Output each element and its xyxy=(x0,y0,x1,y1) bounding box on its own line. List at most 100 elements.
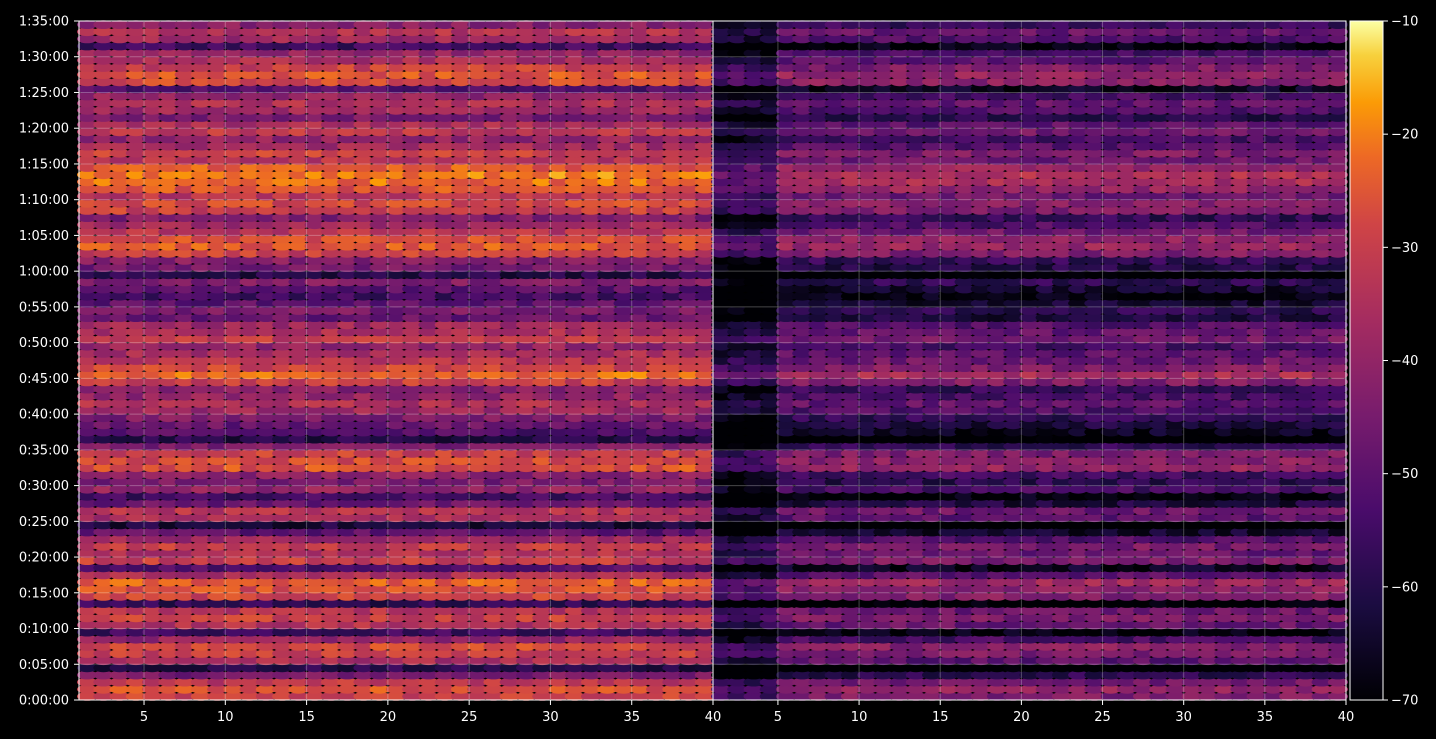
heatmap-cell xyxy=(77,334,98,344)
heatmap-cell xyxy=(239,134,260,144)
heatmap-cell xyxy=(125,670,146,680)
heatmap-cell xyxy=(93,370,114,380)
heatmap-cell xyxy=(239,170,260,180)
heatmap-cell xyxy=(564,313,585,322)
heatmap-cell xyxy=(320,227,342,237)
heatmap-cell xyxy=(597,334,618,344)
heatmap-cell xyxy=(402,549,423,558)
heatmap-cell xyxy=(629,520,650,530)
heatmap-cell xyxy=(337,277,358,287)
heatmap-cell xyxy=(320,263,342,272)
heatmap-cell xyxy=(109,184,130,194)
heatmap-cell xyxy=(434,234,455,244)
heatmap-cell xyxy=(109,406,130,415)
heatmap-cell xyxy=(369,677,390,687)
heatmap-cell xyxy=(597,284,618,294)
heatmap-cell xyxy=(77,220,98,230)
heatmap-cell xyxy=(694,634,716,644)
heatmap-cell xyxy=(125,206,146,215)
heatmap-cell xyxy=(678,334,699,344)
heatmap-cell xyxy=(694,677,716,687)
heatmap-cell xyxy=(255,449,276,458)
heatmap-cell xyxy=(174,148,195,158)
heatmap-cell xyxy=(467,341,488,351)
heatmap-cell xyxy=(434,248,455,258)
heatmap-cell xyxy=(174,270,195,280)
heatmap-cell xyxy=(418,534,439,544)
heatmap-cell xyxy=(597,148,618,158)
heatmap-cell xyxy=(499,592,520,601)
heatmap-cell xyxy=(272,506,293,515)
heatmap-cell xyxy=(467,263,488,272)
heatmap-cell xyxy=(434,584,455,594)
heatmap-cell xyxy=(255,556,276,565)
heatmap-cell xyxy=(158,206,179,215)
heatmap-cell xyxy=(109,663,130,673)
heatmap-cell xyxy=(255,441,276,451)
heatmap-cell xyxy=(418,291,439,301)
heatmap-cell xyxy=(385,491,407,501)
heatmap-cell xyxy=(272,563,293,573)
heatmap-cell xyxy=(255,427,276,437)
heatmap-cell xyxy=(223,156,244,165)
heatmap-cell xyxy=(255,127,276,137)
heatmap-cell xyxy=(678,156,699,165)
heatmap-cell xyxy=(434,441,455,451)
heatmap-cell xyxy=(223,606,244,616)
heatmap-cell xyxy=(272,177,293,187)
heatmap-cell xyxy=(516,148,537,158)
heatmap-cell xyxy=(597,427,618,437)
heatmap-cell xyxy=(223,434,244,444)
heatmap-cell xyxy=(548,477,569,487)
heatmap-cell xyxy=(646,234,667,244)
heatmap-cell xyxy=(142,313,163,322)
heatmap-cell xyxy=(288,206,309,215)
heatmap-cell xyxy=(109,620,130,630)
heatmap-cell xyxy=(174,441,195,451)
heatmap-cell xyxy=(255,599,276,608)
heatmap-cell xyxy=(499,541,520,551)
heatmap-cell xyxy=(678,349,699,358)
heatmap-cell xyxy=(158,577,179,587)
heatmap-cell xyxy=(434,384,455,394)
heatmap-cell xyxy=(418,363,439,372)
heatmap-cell xyxy=(288,670,309,680)
heatmap-cell xyxy=(77,370,98,380)
heatmap-cell xyxy=(320,499,342,508)
heatmap-cell xyxy=(434,577,455,587)
heatmap-cell xyxy=(369,577,390,587)
heatmap-cell xyxy=(337,306,358,315)
heatmap-cell xyxy=(581,592,602,601)
heatmap-cell xyxy=(516,456,537,465)
heatmap-cell xyxy=(613,599,634,608)
heatmap-cell xyxy=(483,663,504,673)
heatmap-cell xyxy=(564,384,585,394)
heatmap-cell xyxy=(613,306,634,315)
heatmap-cell xyxy=(516,470,537,480)
heatmap-cell xyxy=(467,406,488,415)
heatmap-cell xyxy=(662,663,683,673)
heatmap-cell xyxy=(125,506,146,515)
heatmap-cell xyxy=(353,613,374,623)
heatmap-cell xyxy=(434,399,455,408)
heatmap-cell xyxy=(77,563,98,573)
heatmap-cell xyxy=(255,341,276,351)
heatmap-cell xyxy=(581,349,602,358)
heatmap-cell xyxy=(337,506,358,515)
heatmap-cell xyxy=(499,248,520,258)
heatmap-cell xyxy=(532,534,553,544)
heatmap-cell xyxy=(142,256,163,265)
heatmap-cell xyxy=(613,549,634,558)
heatmap-cell xyxy=(662,341,683,351)
heatmap-cell xyxy=(142,363,163,372)
heatmap-cell xyxy=(190,434,211,444)
heatmap-cell xyxy=(109,377,130,387)
heatmap-cell xyxy=(629,634,650,644)
heatmap-cell xyxy=(337,534,358,544)
heatmap-cell xyxy=(255,320,276,330)
heatmap-cell xyxy=(434,170,455,180)
heatmap-cell xyxy=(174,277,195,287)
heatmap-cell xyxy=(142,527,163,537)
heatmap-cell xyxy=(109,570,130,580)
heatmap-cell xyxy=(532,420,553,430)
